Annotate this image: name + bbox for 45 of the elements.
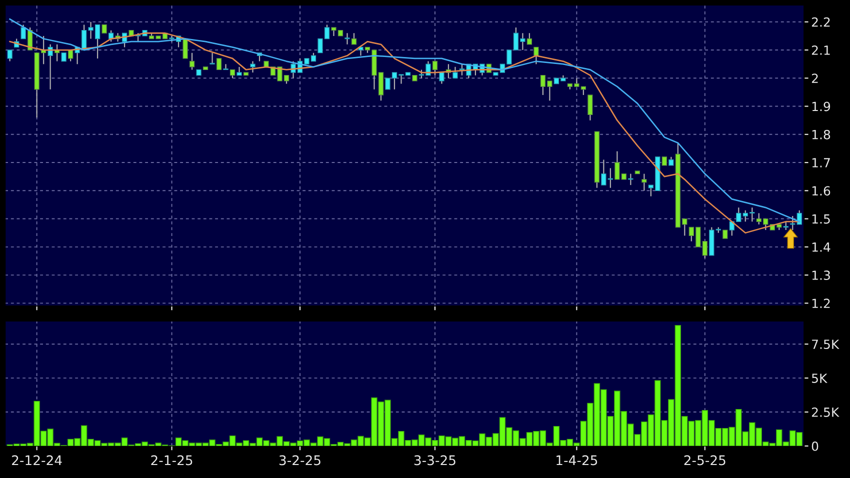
y-tick-label: 1.6	[812, 186, 830, 196]
candlestick	[588, 94, 593, 121]
candlestick	[452, 66, 458, 79]
y-tick-label: 7.5K	[812, 340, 840, 350]
candlestick	[20, 24, 26, 40]
candlestick	[344, 32, 350, 45]
candlestick	[608, 168, 613, 188]
y-tick-label: 1.4	[812, 242, 830, 252]
y-tick-label: 1.5	[812, 214, 830, 224]
x-tick-label: 2-5-25	[684, 455, 726, 466]
candlestick	[351, 32, 357, 45]
y-tick-label: 1.3	[812, 270, 830, 280]
candlestick	[432, 60, 438, 76]
candlestick	[534, 46, 539, 65]
candlestick	[526, 32, 532, 45]
candlestick	[48, 44, 53, 90]
y-tick-label: 2	[812, 74, 818, 83]
candlestick	[182, 38, 188, 59]
candlestick	[223, 64, 228, 70]
candlestick	[628, 173, 634, 186]
x-tick-label: 1-4-25	[556, 455, 598, 466]
y-tick-label: 1.9	[812, 102, 830, 112]
candlestick	[189, 52, 195, 70]
candlestick	[210, 52, 215, 65]
candlestick	[216, 58, 222, 70]
candlestick	[702, 240, 708, 259]
candlestick	[601, 159, 606, 186]
candlestick	[642, 173, 647, 192]
candlestick	[790, 215, 796, 231]
x-tick-label: 3-3-25	[414, 455, 456, 466]
candlestick	[614, 150, 620, 180]
y-tick-label: 5K	[812, 374, 828, 383]
y-tick-label: 0	[812, 441, 818, 451]
y-tick-label: 2.2	[812, 17, 830, 27]
candlestick	[250, 60, 256, 74]
x-tick-label: 3-2-25	[279, 455, 320, 466]
y-tick-label: 1.8	[812, 130, 830, 140]
candlestick	[439, 72, 444, 84]
x-tick-label: 2-12-24	[12, 455, 62, 466]
y-tick-label: 2.5K	[812, 408, 840, 417]
y-tick-label: 1.2	[812, 298, 830, 308]
y-tick-label: 2.1	[812, 45, 830, 55]
y-tick-label: 1.7	[812, 158, 830, 168]
x-tick-label: 2-1-25	[151, 455, 192, 466]
candlestick	[7, 49, 12, 62]
